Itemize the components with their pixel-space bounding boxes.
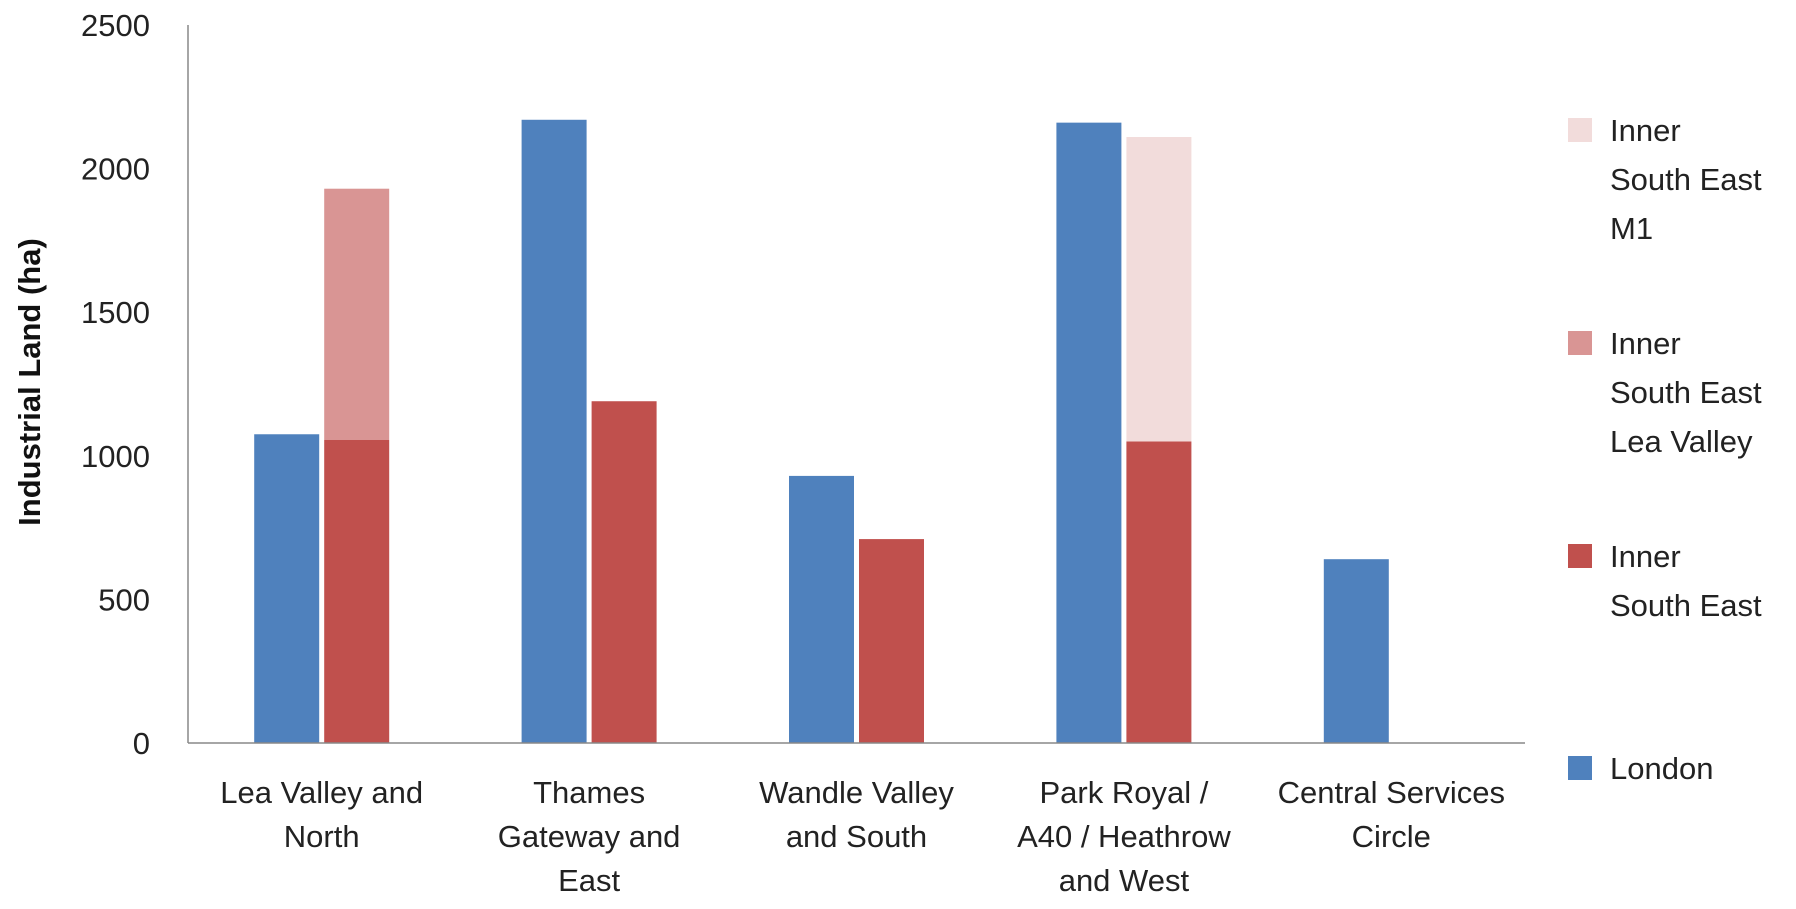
legend: Inner South East M1 Inner South East Lea Vall… (1568, 113, 1762, 786)
legend-label: South East (1610, 588, 1762, 623)
legend-label: Lea Valley (1610, 424, 1753, 459)
x-category-label: and South (786, 819, 927, 854)
y-axis-label: Industrial Land (ha) (12, 238, 47, 526)
x-category-label: Central Services (1278, 775, 1505, 810)
bar-inner-south-east-lea-valley (324, 188, 390, 441)
y-tick-label: 1000 (81, 439, 150, 474)
bar-london (1323, 559, 1389, 743)
x-category-label: Thames (533, 775, 645, 810)
y-tick-label: 2000 (81, 152, 150, 187)
legend-label: London (1610, 751, 1713, 786)
legend-swatch (1568, 544, 1592, 568)
bar-london (521, 119, 587, 743)
y-tick-label: 2500 (81, 8, 150, 43)
bar-inner-south-east (1126, 441, 1192, 743)
legend-swatch (1568, 331, 1592, 355)
legend-label: Inner (1610, 113, 1681, 148)
bar-inner-south-east (591, 401, 657, 743)
x-category-label: East (558, 863, 620, 898)
x-category-label: Wandle Valley (759, 775, 954, 810)
bars (254, 119, 1389, 743)
bar-inner-south-east-m1 (1126, 137, 1192, 442)
x-category-label: A40 / Heathrow (1017, 819, 1231, 854)
legend-swatch (1568, 118, 1592, 142)
bar-inner-south-east (859, 539, 924, 743)
x-category-label: Lea Valley and (220, 775, 423, 810)
bar-london (254, 434, 320, 743)
y-axis-ticks: 0 500 1000 1500 2000 2500 (81, 8, 150, 761)
legend-label: Inner (1610, 326, 1681, 361)
legend-label: South East (1610, 375, 1762, 410)
legend-label: South East (1610, 162, 1762, 197)
y-tick-label: 0 (133, 726, 150, 761)
x-category-label: North (284, 819, 360, 854)
bar-london (1056, 122, 1122, 743)
legend-label: M1 (1610, 211, 1653, 246)
y-tick-label: 1500 (81, 295, 150, 330)
x-category-label: Circle (1352, 819, 1431, 854)
legend-label: Inner (1610, 539, 1681, 574)
x-category-label: Park Royal / (1039, 775, 1208, 810)
y-tick-label: 500 (98, 582, 150, 617)
legend-swatch (1568, 756, 1592, 780)
x-category-label: Gateway and (498, 819, 681, 854)
bar-inner-south-east (324, 440, 390, 743)
x-category-label: and West (1059, 863, 1190, 898)
bar-london (789, 475, 854, 743)
x-axis-labels: Lea Valley and North Thames Gateway and East… (220, 775, 1505, 898)
